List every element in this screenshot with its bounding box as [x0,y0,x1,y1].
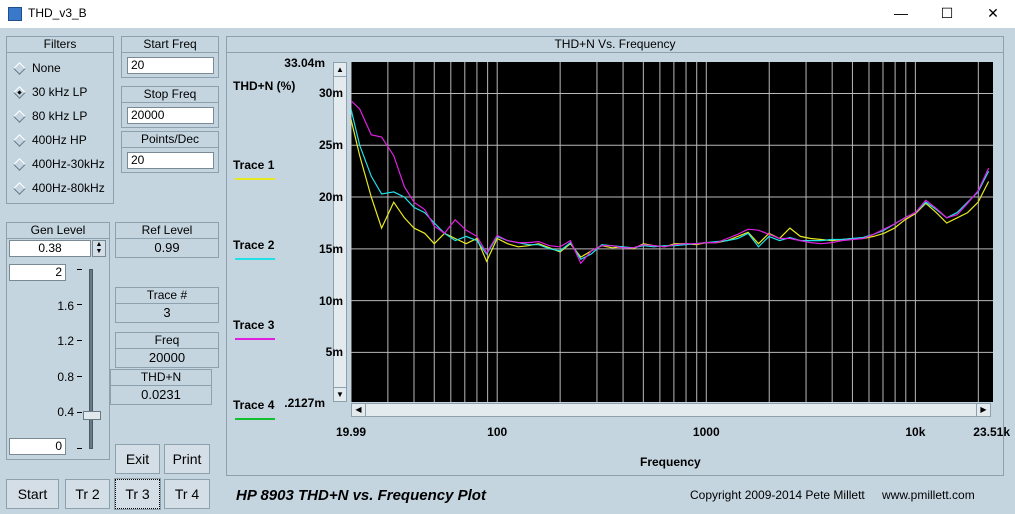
plot-area [351,62,993,402]
trace2-swatch [235,258,275,260]
tr4-button[interactable]: Tr 4 [164,479,210,509]
y-min-label: .2127m [284,396,325,410]
series-line-trace3 [351,100,990,265]
gen-level-panel: Gen Level 0.38 ▲ ▼ 2 1.6 1.2 0.8 0.4 0 [6,222,110,460]
horizontal-scrollbar[interactable]: ◀ ▶ [351,403,991,417]
y-tick-label: 5m [325,345,343,360]
title-bar: THD_v3_B — ☐ ✕ [0,0,1015,28]
start-freq-label: Start Freq [122,37,218,53]
y-tick-label: 30m [318,86,343,101]
trace-num-label: Trace # [116,288,218,304]
x-tick-label: 19.99 [335,425,367,439]
y-max-label: 33.04m [284,56,325,70]
scroll-up-icon[interactable]: ▲ [334,63,346,77]
y-tick-label: 15m [318,241,343,256]
x-axis-title: Frequency [640,455,701,469]
x-tick-label: 100 [487,425,508,439]
freq-value: 20000 [148,350,186,365]
copyright-text: Copyright 2009-2014 Pete Millett [690,488,865,502]
gen-level-label: Gen Level [7,223,109,239]
plot-header: THD+N Vs. Frequency [227,37,1003,53]
window-title: THD_v3_B [28,6,87,20]
thdn-chart [351,62,993,402]
gen-level-spinner[interactable]: ▲ ▼ [92,240,106,257]
scroll-down-icon[interactable]: ▼ [334,387,346,401]
scroll-right-icon[interactable]: ▶ [976,404,990,416]
filter-option-400hz-hp[interactable]: 400Hz HP [13,130,87,150]
slider-tick-label: 1.2 [57,334,74,348]
radio-icon [13,61,26,75]
points-dec-input[interactable]: 20 [127,152,214,169]
x-tick-label: 1000 [692,425,720,439]
y-axis-title: THD+N (%) [233,79,296,93]
tr3-button[interactable]: Tr 3 [114,478,161,510]
print-button[interactable]: Print [164,444,210,474]
y-tick-label: 20m [318,190,343,205]
start-freq-panel: Start Freq 20 [121,36,219,78]
thdn-label: THD+N [111,370,211,386]
slider-track [89,269,93,449]
gen-level-input[interactable]: 0.38 [9,240,91,257]
radio-icon [13,133,26,147]
filters-panel: Filters None 30 kHz LP 80 kHz LP 400Hz H… [6,36,114,204]
vertical-scrollbar[interactable]: ▲ ▼ [333,62,347,402]
trace-num-panel: Trace # 3 [115,287,219,323]
website-text: www.pmillett.com [882,488,975,502]
exit-button[interactable]: Exit [115,444,160,474]
trace2-label: Trace 2 [233,238,275,252]
slider-tick-label: 0.8 [57,370,74,384]
y-tick-label: 10m [318,293,343,308]
tr2-button[interactable]: Tr 2 [65,479,110,509]
stop-freq-panel: Stop Freq 20000 [121,86,219,128]
slider-tick-label: 0.4 [57,405,74,419]
start-button[interactable]: Start [6,479,59,509]
trace1-label: Trace 1 [233,158,275,172]
close-icon[interactable]: ✕ [987,5,999,21]
x-tick-label: 23.51k [973,425,1010,439]
slider-thumb[interactable] [83,410,101,420]
trace3-swatch [235,338,275,340]
filter-option-80k-lp[interactable]: 80 kHz LP [13,106,87,126]
y-tick-label: 25m [318,138,343,153]
start-freq-input[interactable]: 20 [127,57,214,74]
filter-option-none[interactable]: None [13,58,61,78]
points-dec-panel: Points/Dec 20 [121,131,219,173]
ref-level-panel: Ref Level 0.99 [115,222,219,258]
stop-freq-label: Stop Freq [122,87,218,103]
slider-min-field[interactable]: 0 [9,438,66,455]
filter-option-30k-lp[interactable]: 30 kHz LP [13,82,87,102]
scroll-left-icon[interactable]: ◀ [352,404,366,416]
trace3-label: Trace 3 [233,318,275,332]
plot-footer-title: HP 8903 THD+N vs. Frequency Plot [236,487,486,504]
points-dec-label: Points/Dec [122,132,218,148]
slider-tick-label: 1.6 [57,299,74,313]
thdn-value: 0.0231 [141,387,181,402]
slider-max-field[interactable]: 2 [9,264,66,281]
trace4-label: Trace 4 [233,398,275,412]
minimize-icon[interactable]: — [894,5,908,21]
slider-ticks [77,269,82,449]
filter-option-400hz-80khz[interactable]: 400Hz-80kHz [13,178,105,198]
ref-level-value: 0.99 [154,240,180,255]
radio-icon [13,109,26,123]
filter-option-400hz-30khz[interactable]: 400Hz-30kHz [13,154,105,174]
filters-header: Filters [7,37,113,53]
trace1-swatch [235,178,275,180]
radio-icon [13,157,26,171]
freq-panel: Freq 20000 [115,332,219,368]
radio-selected-icon [13,85,26,99]
trace4-swatch [235,418,275,420]
maximize-icon[interactable]: ☐ [940,5,954,21]
freq-label: Freq [116,333,218,349]
trace-num-value: 3 [163,305,171,320]
stop-freq-input[interactable]: 20000 [127,107,214,124]
ref-level-label: Ref Level [116,223,218,239]
gen-level-slider[interactable] [77,269,101,449]
thdn-panel: THD+N 0.0231 [110,369,212,405]
radio-icon [13,181,26,195]
x-tick-label: 10k [905,425,926,439]
app-icon [8,7,22,21]
